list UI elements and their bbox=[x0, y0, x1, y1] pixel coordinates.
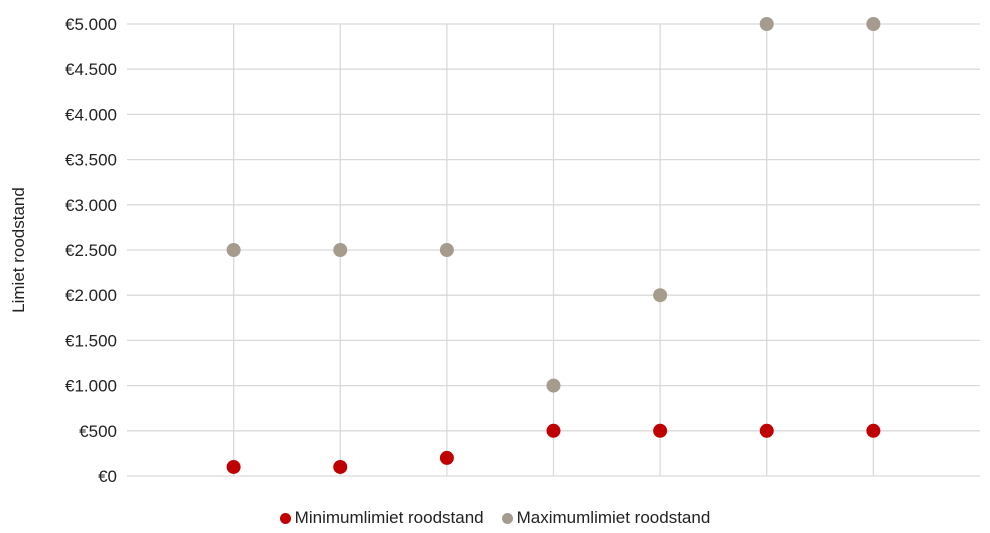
data-point bbox=[653, 423, 668, 438]
data-point bbox=[439, 243, 454, 257]
data-point bbox=[333, 243, 348, 257]
y-tick-label: €5.000 bbox=[65, 15, 117, 34]
grid-lines bbox=[127, 23, 980, 477]
data-points bbox=[226, 17, 881, 474]
y-tick-label: €500 bbox=[79, 422, 117, 441]
y-tick-label: €1.000 bbox=[65, 377, 117, 396]
data-point bbox=[226, 243, 241, 257]
y-tick-label: €1.500 bbox=[65, 331, 117, 350]
data-point bbox=[866, 423, 881, 438]
data-point bbox=[226, 459, 241, 474]
y-tick-label: €2.500 bbox=[65, 241, 117, 260]
y-axis-tick-labels: €0 €500 €1.000 €1.500 €2.000 €2.500 €3.000 €3.5… bbox=[65, 15, 117, 486]
legend-item: Maximumlimiet roodstand bbox=[501, 508, 711, 528]
scatter-chart: €0 €500 €1.000 €1.500 €2.000 €2.500 €3.000 €3.5… bbox=[9, 15, 980, 486]
y-tick-label: €2.000 bbox=[65, 286, 117, 305]
y-tick-label: €0 bbox=[98, 467, 117, 486]
data-point bbox=[759, 17, 774, 31]
legend-swatch bbox=[279, 512, 291, 524]
legend-label: Maximumlimiet roodstand bbox=[516, 508, 711, 527]
data-point bbox=[866, 17, 881, 31]
y-tick-label: €3.000 bbox=[65, 196, 117, 215]
data-point bbox=[546, 378, 561, 393]
legend-swatch bbox=[501, 512, 513, 524]
data-point bbox=[439, 450, 454, 465]
legend-label: Minimumlimiet roodstand bbox=[294, 508, 484, 527]
y-tick-label: €3.500 bbox=[65, 151, 117, 170]
y-tick-label: €4.500 bbox=[65, 60, 117, 79]
y-axis-title: Limiet roodstand bbox=[9, 187, 28, 313]
data-point bbox=[546, 423, 561, 438]
data-point bbox=[653, 288, 668, 303]
data-point bbox=[333, 459, 348, 474]
legend: Minimumlimiet roodstand Maximumlimiet roo… bbox=[0, 508, 990, 528]
data-point bbox=[759, 423, 774, 438]
legend-item: Minimumlimiet roodstand bbox=[279, 508, 484, 528]
y-tick-label: €4.000 bbox=[65, 105, 117, 124]
